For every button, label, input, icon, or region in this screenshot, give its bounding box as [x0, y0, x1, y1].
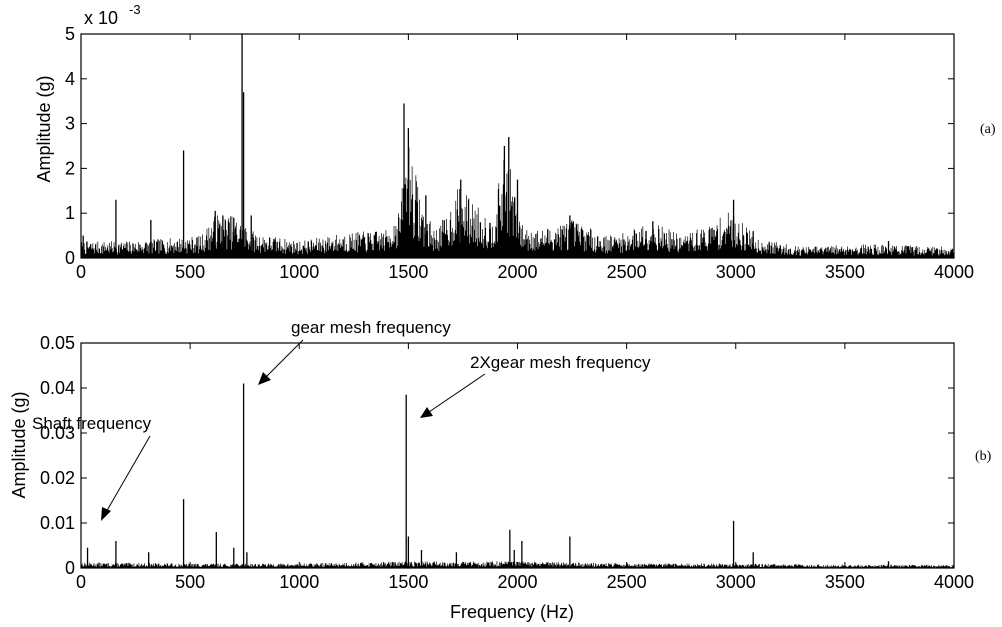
panel-a-x-tick-label: 3000 [716, 262, 756, 282]
panel-b-axes-box [80, 342, 955, 569]
panel-a-x-tick-label: 4000 [934, 262, 974, 282]
panel-b-y-tick-label: 0.05 [40, 333, 75, 353]
panel-a-x-tick-label: 500 [175, 262, 205, 282]
panel-b-label: (b) [975, 449, 992, 464]
panel-a-ticks: 0 500 1000 1500 2000 2500 3000 3500 4000 0 1 2 3 4 5 [65, 24, 974, 282]
panel-a-y-tick-label: 4 [65, 69, 75, 89]
panel-b-x-tick-label: 4000 [934, 572, 974, 592]
annotation-2x-gear-mesh: 2Xgear mesh frequency [470, 353, 651, 372]
panel-b-y-tick-label: 0.03 [40, 423, 75, 443]
panel-b-spectrum-trace [80, 383, 955, 568]
panel-a-x-tick-label: 2000 [497, 262, 537, 282]
panel-b-x-tick-label: 2000 [497, 572, 537, 592]
panel-a-x-tick-label: 1500 [388, 262, 428, 282]
panel-a-y-tick-label: 5 [65, 24, 75, 44]
panel-a-x-tick-label: 2500 [607, 262, 647, 282]
panel-a-x-tick-label: 0 [76, 262, 86, 282]
panel-b-x-tick-label: 1500 [388, 572, 428, 592]
annotation-shaft-frequency-arrow [101, 435, 151, 521]
annotation-2x-gear-mesh-arrow [420, 373, 486, 418]
panel-a-y-tick-label: 2 [65, 158, 75, 178]
annotation-shaft-frequency: Shaft frequency [32, 414, 152, 433]
panel-a-label: (a) [980, 122, 996, 137]
annotation-gear-mesh: gear mesh frequency [291, 318, 451, 337]
panel-b-x-tick-label: 2500 [607, 572, 647, 592]
panel-b-y-axis-title: Amplitude (g) [9, 391, 29, 498]
panel-a-spectrum-trace [80, 34, 955, 258]
panel-b-x-tick-label: 500 [175, 572, 205, 592]
panel-b-y-tick-label: 0.01 [40, 513, 75, 533]
panel-a-x-tick-label: 3500 [825, 262, 865, 282]
panel-b-x-tick-label: 0 [76, 572, 86, 592]
panel-b-x-tick-label: 3500 [825, 572, 865, 592]
panel-a-exponent-power: -3 [129, 2, 141, 17]
panel-b-x-tick-label: 1000 [279, 572, 319, 592]
panel-a-chart: 0 500 1000 1500 2000 2500 3000 3500 4000 0 1 2 3 4 5 x… [34, 2, 996, 282]
panel-b-x-tick-label: 3000 [716, 572, 756, 592]
panel-b-y-tick-label: 0.04 [40, 378, 75, 398]
panel-a-y-tick-label: 0 [65, 248, 75, 268]
annotation-gear-mesh-arrow [258, 339, 304, 385]
panel-b-chart: 0 500 1000 1500 2000 2500 3000 3500 4000 0 0.01 0.0… [9, 318, 992, 622]
panel-b-x-axis-title: Frequency (Hz) [450, 602, 574, 622]
panel-b-y-tick-label: 0 [65, 558, 75, 578]
panel-a-y-tick-label: 3 [65, 114, 75, 134]
panel-a-y-tick-label: 1 [65, 203, 75, 223]
panel-a-x-tick-label: 1000 [279, 262, 319, 282]
panel-a-exponent-base: x 10 [84, 8, 118, 28]
panel-a-y-axis-title: Amplitude (g) [34, 75, 54, 182]
panel-b-ticks: 0 500 1000 1500 2000 2500 3000 3500 4000 0 0.01 0.0… [40, 333, 974, 592]
panel-b-y-tick-label: 0.02 [40, 468, 75, 488]
